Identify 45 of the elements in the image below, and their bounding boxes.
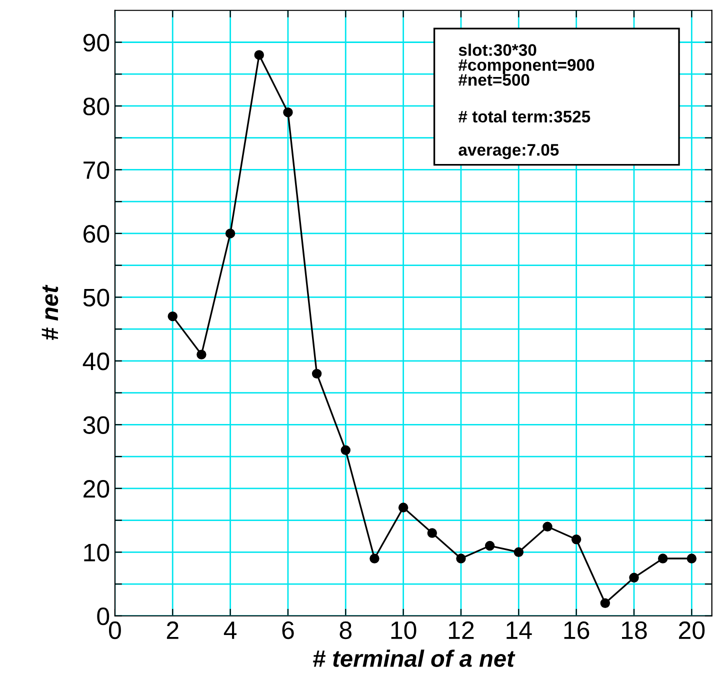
point xyxy=(600,598,610,608)
x-tick-label: 10 xyxy=(391,621,416,640)
x-tick-label: 2 xyxy=(166,621,178,639)
point xyxy=(542,522,552,532)
point xyxy=(456,554,466,564)
point xyxy=(658,554,668,564)
y-tick-label: 70 xyxy=(84,161,110,180)
x-tick-label: 0 xyxy=(108,621,121,640)
y-tick-label: 90 xyxy=(83,34,110,52)
point xyxy=(196,350,206,360)
point xyxy=(168,311,178,322)
point xyxy=(283,107,293,118)
point xyxy=(225,228,236,238)
point xyxy=(686,554,697,564)
point xyxy=(370,554,380,564)
y-tick-label: 40 xyxy=(82,352,110,370)
x-tick-label: 6 xyxy=(282,621,294,640)
x-tick-label: 14 xyxy=(506,622,532,639)
x-tick-label: 8 xyxy=(340,621,352,640)
x-tick-label: 4 xyxy=(224,622,237,639)
point xyxy=(514,547,524,558)
point xyxy=(571,534,582,544)
x-tick-label: 16 xyxy=(564,621,590,640)
point xyxy=(398,502,408,512)
point xyxy=(484,540,495,551)
annotation: # total term:3525 xyxy=(458,110,590,123)
x-tick-label: 12 xyxy=(448,621,474,639)
point xyxy=(427,528,438,538)
annotation: slot:30*30 #component=900 #net=500 xyxy=(458,44,594,86)
point xyxy=(340,445,351,456)
annotation: average:7.05 xyxy=(458,144,559,160)
y-tick-label: 0 xyxy=(97,607,110,626)
y-axis-title: # net xyxy=(42,284,58,340)
y-tick-label: 50 xyxy=(83,288,110,306)
point xyxy=(629,572,639,582)
point xyxy=(254,50,264,60)
x-axis-title: # terminal of a net xyxy=(313,650,516,667)
x-tick-label: 18 xyxy=(622,621,647,640)
y-tick-label: 30 xyxy=(83,416,110,434)
y-tick-label: 80 xyxy=(83,98,110,116)
x-tick-label: 20 xyxy=(679,621,705,640)
y-tick-label: 10 xyxy=(84,544,110,562)
y-tick-label: 60 xyxy=(84,225,110,243)
y-tick-label: 20 xyxy=(84,480,110,498)
point xyxy=(312,368,322,379)
